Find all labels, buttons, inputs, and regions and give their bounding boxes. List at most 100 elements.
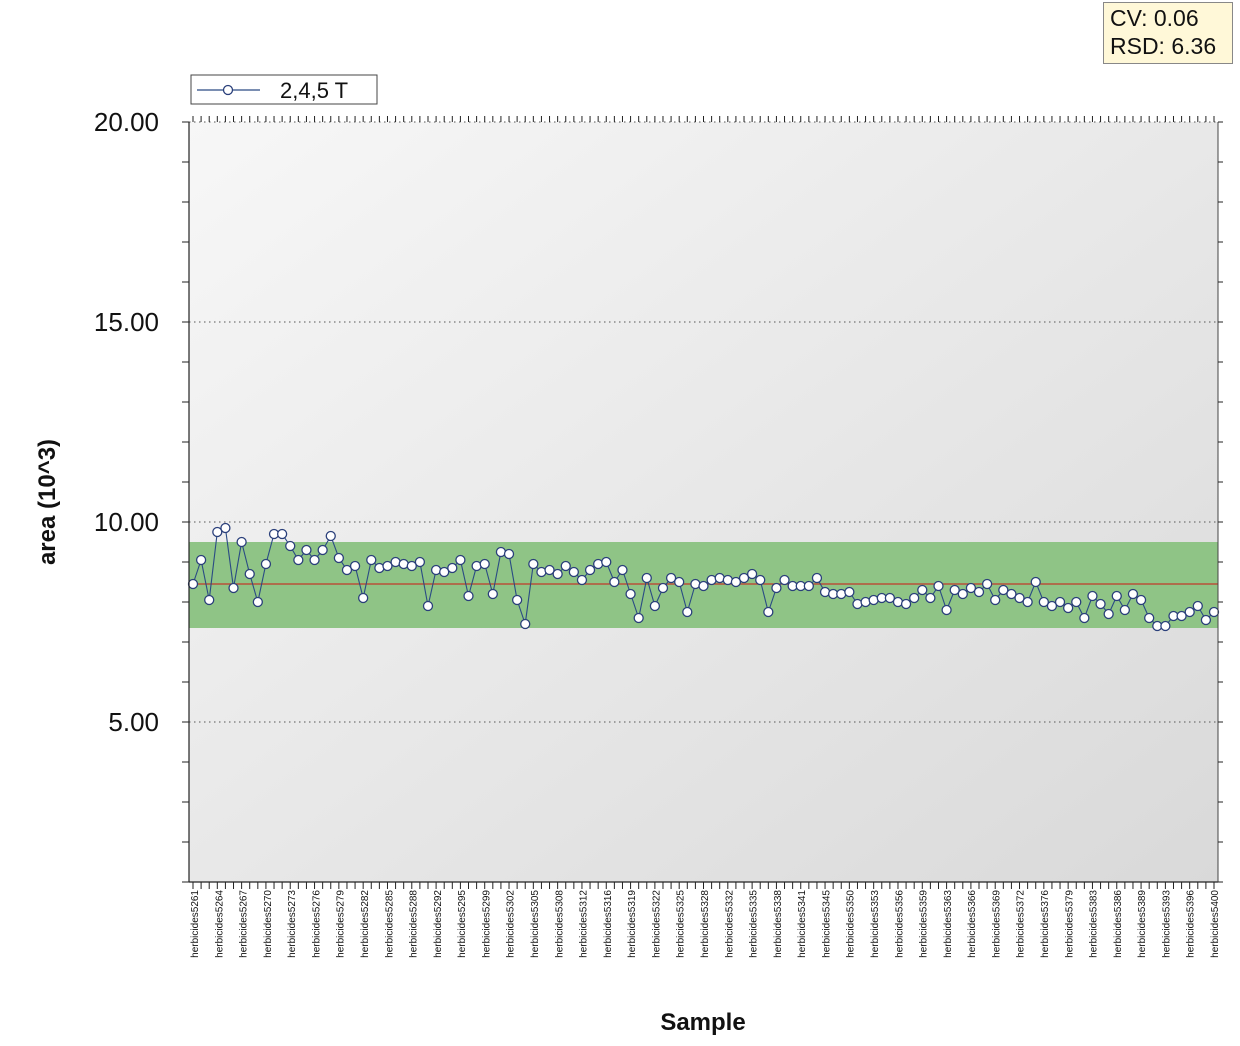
x-tick-label: herbicides5379 (1064, 890, 1075, 958)
x-tick-label: herbicides5267 (239, 890, 250, 958)
x-tick-label: herbicides5332 (724, 890, 735, 958)
x-axis-title: Sample (660, 1009, 745, 1036)
data-point (487, 588, 498, 600)
data-point (439, 566, 450, 578)
data-point (455, 554, 466, 566)
data-point (584, 564, 596, 576)
data-point (187, 578, 199, 590)
data-point (625, 588, 636, 600)
data-point (941, 604, 952, 616)
x-tick-label: herbicides5273 (287, 890, 298, 958)
x-tick-label: herbicides5270 (263, 890, 274, 958)
x-tick-label: herbicides5282 (360, 890, 371, 958)
data-point (1119, 604, 1131, 616)
data-point (1208, 606, 1220, 618)
x-tick-label: herbicides5345 (821, 890, 832, 958)
rsd-value: RSD: 6.36 (1110, 33, 1217, 59)
data-point (746, 568, 758, 580)
y-tick-label: 5.00 (108, 707, 159, 737)
data-point (1176, 610, 1187, 622)
x-tick-label: herbicides5288 (409, 890, 420, 958)
data-point (406, 560, 417, 572)
data-point (844, 586, 855, 598)
legend: 2,4,5 T (190, 74, 378, 105)
data-point (1144, 612, 1155, 624)
data-point (1014, 592, 1025, 604)
data-point (276, 528, 288, 540)
data-point (422, 600, 434, 612)
data-point (730, 576, 742, 588)
y-axis-title: area (10^3) (34, 439, 61, 565)
data-point (1095, 598, 1106, 610)
data-point (1127, 588, 1139, 600)
data-point (309, 554, 320, 566)
cv-value: CV: 0.06 (1110, 5, 1199, 31)
data-point (1103, 608, 1114, 620)
data-point (649, 600, 661, 612)
data-point (414, 556, 426, 568)
data-point (1192, 600, 1203, 612)
data-point (212, 526, 223, 538)
data-point (195, 554, 207, 566)
data-point (990, 594, 1001, 606)
x-tick-label: herbicides5372 (1016, 890, 1027, 958)
x-tick-label: herbicides5305 (530, 890, 541, 958)
x-tick-label: herbicides5261 (190, 890, 201, 958)
data-point (755, 574, 766, 586)
data-point (358, 592, 369, 604)
data-point (601, 556, 612, 568)
data-point (333, 552, 345, 564)
x-tick-label: herbicides5400 (1210, 890, 1221, 958)
y-tick-label: 20.00 (94, 107, 159, 137)
data-point (544, 564, 555, 576)
data-point (1046, 600, 1058, 612)
data-point (957, 588, 968, 600)
data-point (1062, 602, 1074, 614)
data-point (301, 544, 312, 556)
y-tick-label: 10.00 (94, 507, 159, 537)
x-tick-label: herbicides5295 (457, 890, 468, 958)
data-point (641, 572, 652, 584)
x-tick-label: herbicides5302 (506, 890, 517, 958)
data-point (236, 536, 247, 548)
x-tick-label: herbicides5389 (1137, 890, 1148, 958)
data-point (917, 584, 928, 596)
x-tick-label: herbicides5393 (1161, 890, 1172, 958)
data-point (1071, 596, 1082, 608)
data-point (949, 584, 960, 596)
data-point (1079, 612, 1090, 624)
data-point (633, 612, 644, 624)
data-point (447, 562, 458, 574)
x-tick-label: herbicides5356 (894, 890, 905, 958)
data-point (1160, 620, 1171, 632)
x-tick-label: herbicides5322 (651, 890, 662, 958)
data-point (325, 530, 336, 542)
data-point (1111, 590, 1122, 602)
legend-marker-swatch (222, 84, 234, 96)
data-point (609, 576, 620, 588)
data-point (366, 554, 377, 566)
data-point (244, 568, 255, 580)
data-point (803, 580, 814, 592)
legend-series-label: 2,4,5 T (280, 78, 348, 103)
data-point (479, 558, 490, 570)
data-point (349, 560, 361, 572)
y-tick-label: 15.00 (94, 307, 159, 337)
data-point (252, 596, 263, 608)
data-point (220, 522, 231, 534)
data-point (973, 586, 985, 598)
data-point (1038, 596, 1049, 608)
data-point (511, 594, 523, 606)
x-tick-label: herbicides5328 (700, 890, 711, 958)
y-ticks: 5.00 10.00 15.00 20.00 (94, 107, 1223, 883)
data-point (617, 564, 628, 576)
data-point (1135, 594, 1147, 606)
data-point (463, 590, 474, 602)
data-point (738, 572, 750, 584)
x-tick-label: herbicides5383 (1089, 890, 1100, 958)
data-point (576, 574, 588, 586)
data-point (1006, 588, 1017, 600)
x-tick-label: herbicides5338 (773, 890, 784, 958)
data-point (285, 540, 296, 552)
x-tick-label: herbicides5353 (870, 890, 881, 958)
